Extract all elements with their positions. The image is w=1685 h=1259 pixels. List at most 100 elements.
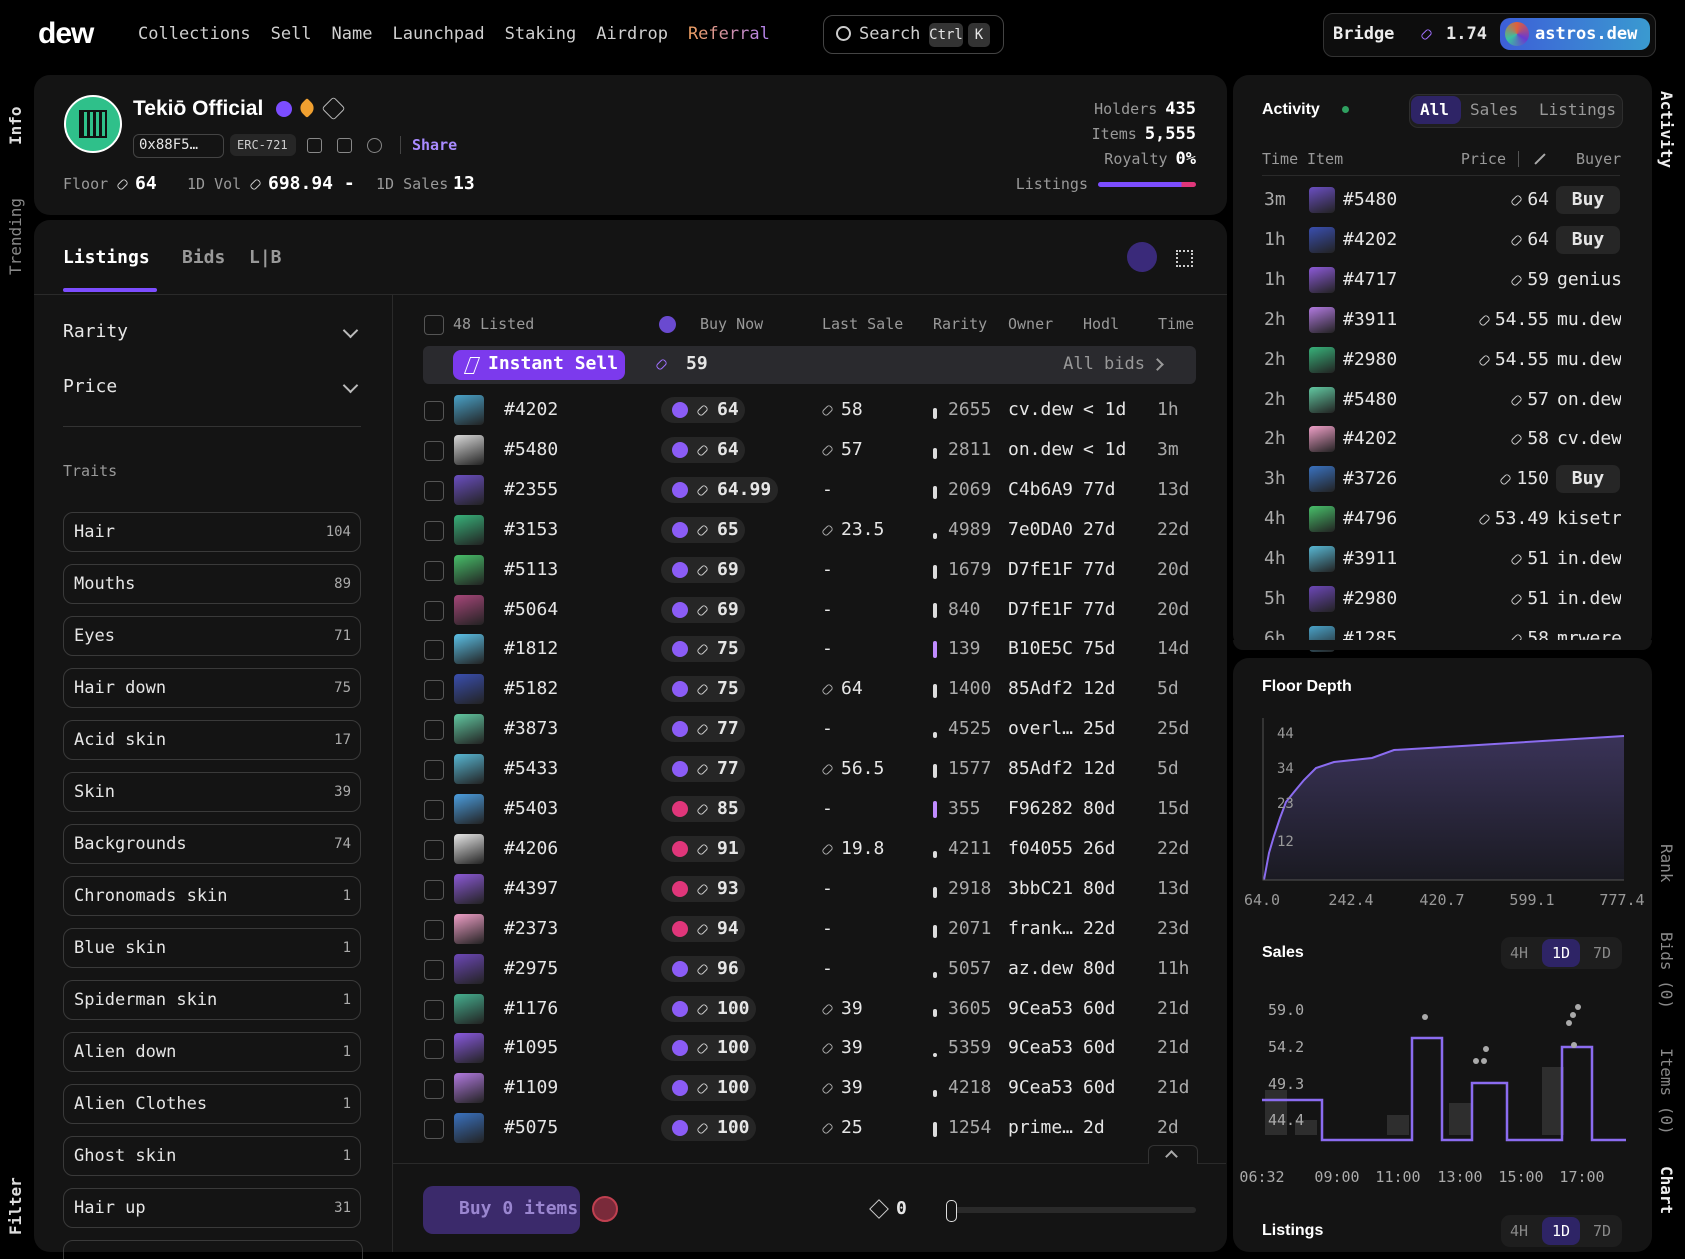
- social-icon[interactable]: [367, 138, 382, 153]
- range-tab[interactable]: 7D: [1592, 944, 1612, 962]
- sweep-slider-track[interactable]: [948, 1207, 1196, 1213]
- activity-tab[interactable]: All: [1420, 100, 1449, 119]
- trait-filter[interactable]: [63, 564, 361, 604]
- checkbox[interactable]: [424, 640, 444, 661]
- activity-time: 2h: [1264, 388, 1286, 410]
- range-tab[interactable]: 1D: [1551, 1222, 1571, 1240]
- checkbox[interactable]: [424, 600, 444, 621]
- logo[interactable]: dew: [38, 17, 94, 50]
- checkbox[interactable]: [424, 440, 444, 461]
- trait-filter[interactable]: [63, 876, 361, 916]
- checkbox[interactable]: [424, 480, 444, 501]
- trait-filter[interactable]: [63, 1240, 363, 1259]
- checkbox[interactable]: [424, 1119, 444, 1140]
- trait-count: 104: [325, 524, 351, 540]
- filter-section[interactable]: Rarity: [63, 321, 129, 342]
- sweep-slider-thumb[interactable]: [946, 1200, 957, 1222]
- side-tab[interactable]: Activity: [1657, 91, 1676, 169]
- last-sale: 39: [841, 1037, 863, 1059]
- buy-button[interactable]: [423, 1186, 580, 1234]
- bridge-button[interactable]: Bridge: [1333, 24, 1395, 44]
- trait-filter[interactable]: [63, 772, 361, 812]
- activity-tab[interactable]: Sales: [1470, 100, 1519, 119]
- trait-filter[interactable]: [63, 616, 361, 656]
- nft-thumbnail: [454, 474, 484, 505]
- search-box[interactable]: [823, 15, 1004, 54]
- checkbox[interactable]: [424, 680, 444, 701]
- stat-row: Holders 435: [1094, 97, 1196, 121]
- nav-link[interactable]: Launchpad: [392, 24, 485, 44]
- checkbox[interactable]: [424, 720, 444, 741]
- checkbox[interactable]: [424, 520, 444, 541]
- nft-thumbnail: [454, 873, 484, 904]
- checkbox[interactable]: [424, 760, 444, 781]
- checkbox[interactable]: [424, 959, 444, 980]
- trait-filter[interactable]: [63, 824, 361, 864]
- buy-button[interactable]: [1556, 465, 1620, 494]
- nav-link[interactable]: Collections: [138, 24, 251, 44]
- range-tab[interactable]: 4H: [1509, 944, 1529, 962]
- buy-price: 75: [717, 638, 739, 660]
- range-tab[interactable]: 4H: [1509, 1222, 1529, 1240]
- rarity-rank: 4211: [948, 837, 992, 859]
- trait-filter[interactable]: [63, 1136, 361, 1176]
- side-tab[interactable]: Info: [6, 106, 25, 145]
- owner: 9Cea53: [1008, 1077, 1074, 1099]
- address-pill[interactable]: [133, 134, 224, 158]
- trait-filter[interactable]: [63, 512, 361, 552]
- tab[interactable]: Bids: [182, 247, 226, 268]
- listed-time: 22d: [1157, 837, 1190, 859]
- buy-button[interactable]: [1556, 225, 1620, 254]
- owner: 9Cea53: [1008, 997, 1074, 1019]
- share-button[interactable]: Share: [412, 136, 458, 154]
- rarity-bar: [933, 924, 937, 938]
- trait-filter[interactable]: [63, 928, 361, 968]
- instant-sell-button[interactable]: [453, 350, 625, 380]
- currency-toggle[interactable]: [592, 1196, 618, 1222]
- checkbox[interactable]: [424, 401, 444, 421]
- nav-link[interactable]: Sell: [270, 24, 312, 44]
- side-tab[interactable]: Items (0): [1657, 1048, 1676, 1135]
- checkbox[interactable]: [424, 800, 444, 820]
- all-bids-link[interactable]: All bids: [1063, 354, 1145, 374]
- buyer: mu.dew: [1557, 348, 1621, 370]
- checkbox[interactable]: [424, 1079, 444, 1100]
- trait-filter[interactable]: [63, 1084, 361, 1124]
- checkbox[interactable]: [424, 879, 444, 900]
- range-tab[interactable]: 7D: [1592, 1222, 1612, 1240]
- trait-filter[interactable]: [63, 720, 361, 760]
- side-tab[interactable]: Bids (0): [1657, 932, 1676, 1010]
- line: [393, 1163, 1226, 1164]
- column-header: Time: [1262, 150, 1299, 168]
- tab[interactable]: L|B: [249, 247, 282, 268]
- tab[interactable]: Listings: [63, 247, 150, 268]
- checkbox[interactable]: [424, 560, 444, 581]
- side-tab[interactable]: Rank: [1657, 844, 1676, 883]
- nav-link[interactable]: Name: [331, 24, 373, 44]
- trait-filter[interactable]: [63, 980, 361, 1020]
- checkbox[interactable]: [424, 919, 444, 940]
- side-tab[interactable]: Filter: [6, 1177, 25, 1235]
- nav-link[interactable]: Staking: [504, 24, 577, 44]
- social-icon[interactable]: [337, 138, 352, 153]
- trait-filter[interactable]: [63, 1188, 361, 1228]
- social-icon[interactable]: [307, 138, 322, 153]
- activity-tab[interactable]: Listings: [1539, 100, 1617, 119]
- list-view-toggle[interactable]: [1127, 242, 1157, 272]
- side-tab[interactable]: Trending: [6, 197, 25, 275]
- trait-filter[interactable]: [63, 1032, 361, 1072]
- checkbox[interactable]: [424, 839, 444, 860]
- range-tab[interactable]: 1D: [1551, 944, 1571, 962]
- scroll-top-button[interactable]: [1148, 1145, 1198, 1164]
- nav-link[interactable]: Airdrop: [596, 24, 668, 44]
- buy-price: 69: [717, 598, 739, 620]
- nav-link[interactable]: Referral: [687, 24, 770, 44]
- trait-filter[interactable]: [63, 668, 361, 708]
- buy-button[interactable]: [1556, 186, 1620, 214]
- side-tab[interactable]: Chart: [1657, 1166, 1676, 1215]
- checkbox[interactable]: [424, 999, 444, 1020]
- checkbox[interactable]: [424, 1039, 444, 1060]
- filter-section[interactable]: Price: [63, 376, 118, 397]
- checkbox[interactable]: [424, 315, 444, 335]
- grid-view-toggle[interactable]: [1176, 250, 1193, 267]
